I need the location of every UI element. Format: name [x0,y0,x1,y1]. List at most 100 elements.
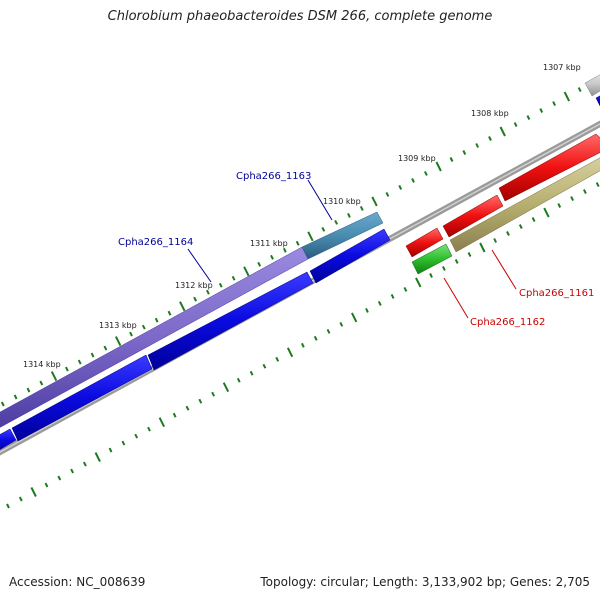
outer-minor-tick [193,296,197,302]
inner-minor-tick [300,342,305,348]
tick-label: 1307 kbp [543,63,581,72]
outer-minor-tick [218,282,223,288]
outer-tick-ring: 1307 kbp 1308 kbp 1309 kbp 1310 kbp 1311 kbp… [0,63,595,407]
outer-minor-tick [206,289,210,295]
outer-major-tick [563,91,570,102]
gene-feature-olive[interactable] [449,155,600,253]
inner-minor-tick [531,217,536,222]
outer-minor-tick [257,261,262,267]
inner-minor-tick [18,496,23,502]
inner-minor-tick [429,273,433,278]
inner-minor-tick [134,433,139,439]
inner-major-tick [158,417,165,428]
gene-labels: Cpha266_1161 Cpha266_1162 Cpha266_1163 C… [118,171,594,328]
gene-label-leaders [187,179,517,319]
inner-minor-tick [249,370,254,376]
tick-label: 1310 kbp [323,197,361,206]
inner-minor-tick [211,391,215,397]
tick-label: 1314 kbp [23,360,61,369]
outer-minor-tick [462,150,467,155]
inner-minor-tick [147,426,151,432]
outer-minor-tick [411,178,415,183]
gene-feature-red-1[interactable] [405,227,444,258]
inner-minor-tick [313,335,318,341]
outer-minor-tick [347,212,351,218]
outer-minor-tick [103,345,108,351]
inner-minor-tick [557,203,562,208]
gene-label-cpha266-1161[interactable]: Cpha266_1161 [519,288,594,299]
outer-minor-tick [39,380,44,386]
gene-feature-blue-2[interactable] [11,354,153,442]
tick-label: 1312 kbp [175,281,213,290]
outer-minor-tick [475,143,480,148]
gene-feature-red-2[interactable] [442,194,504,238]
gene-feature-green[interactable] [411,243,453,275]
outer-minor-tick [231,275,236,281]
inner-minor-tick [44,482,49,488]
outer-minor-tick [359,205,364,211]
inner-minor-tick [518,224,523,229]
inner-minor-tick [172,412,177,418]
outer-minor-tick [321,226,326,232]
gene-feature-blue-1[interactable] [0,428,17,452]
inner-minor-tick [339,321,344,327]
inner-minor-tick [70,468,74,474]
inner-minor-tick [377,300,382,306]
inner-tick-ring [6,182,600,509]
inner-major-tick [30,487,37,497]
inner-minor-tick [390,293,395,299]
inner-minor-tick [493,238,498,243]
outer-minor-tick [167,310,172,316]
gene-label-cpha266-1164[interactable]: Cpha266_1164 [118,237,193,248]
inner-minor-tick [467,252,472,257]
inner-major-tick [222,382,230,393]
inner-minor-tick [506,231,510,236]
outer-minor-tick [552,101,556,107]
gene-feature-teal[interactable] [301,211,384,260]
outer-minor-tick [0,401,5,407]
outer-minor-tick [270,254,274,260]
outer-minor-tick [90,352,95,358]
inner-minor-tick [275,356,280,362]
outer-minor-tick [65,366,69,372]
gene-features [0,72,600,452]
tick-label: 1308 kbp [471,109,509,118]
inner-minor-tick [583,189,587,195]
outer-minor-tick [539,108,544,113]
gene-feature-grey[interactable] [584,72,600,97]
inner-minor-tick [403,286,408,292]
gene-label-cpha266-1163[interactable]: Cpha266_1163 [236,171,311,182]
outer-major-tick [371,196,378,207]
gene-feature-blue-4[interactable] [309,228,391,284]
inner-minor-tick [442,266,446,271]
outer-minor-tick [129,331,133,337]
inner-minor-tick [83,461,87,467]
inner-major-tick [415,277,422,288]
outer-minor-tick [77,359,82,365]
outer-major-tick [307,231,314,242]
outer-major-tick [435,161,442,172]
inner-minor-tick [121,440,126,446]
inner-minor-tick [454,259,459,264]
outer-major-tick [50,371,58,382]
gene-feature-blue-3[interactable] [147,271,314,371]
gene-label-cpha266-1162[interactable]: Cpha266_1162 [470,317,545,328]
outer-minor-tick [398,184,403,190]
gene-feature-purple[interactable] [0,246,309,434]
outer-major-tick [115,336,122,347]
inner-minor-tick [236,377,241,383]
gene-feature-blue-5[interactable] [595,93,600,107]
gene-feature-red-3[interactable] [498,133,600,202]
inner-minor-tick [6,503,10,509]
outer-minor-tick [385,191,390,197]
inner-minor-tick [595,182,600,188]
outer-minor-tick [282,247,287,253]
outer-minor-tick [141,324,146,330]
inner-major-tick [94,452,101,463]
map-title: Chlorobium phaeobacteroides DSM 266, com… [107,9,493,24]
outer-major-tick [179,301,186,312]
tick-label: 1309 kbp [398,154,436,163]
inner-minor-tick [108,447,113,453]
